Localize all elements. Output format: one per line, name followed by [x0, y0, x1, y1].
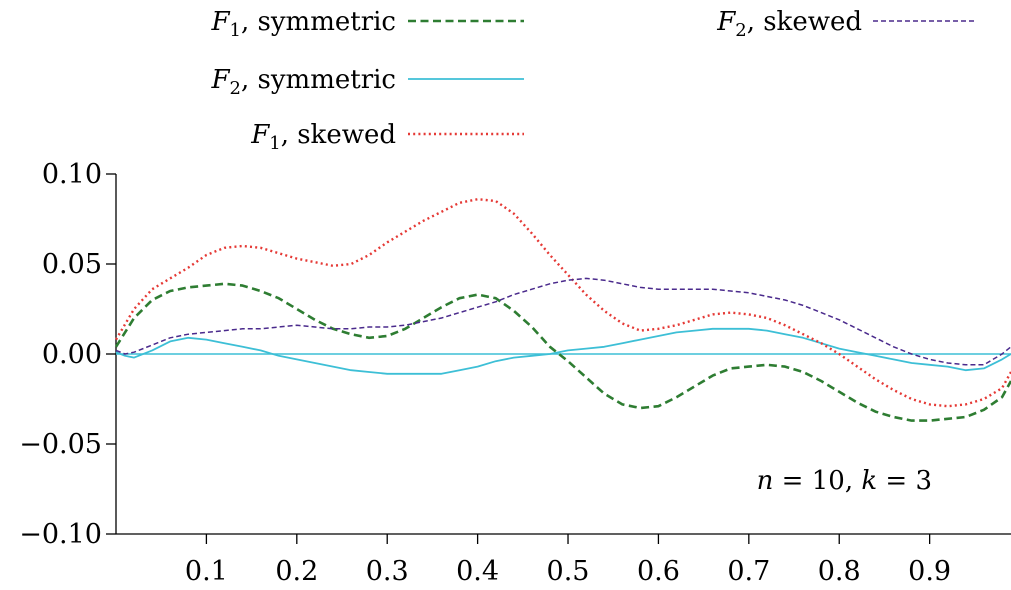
legend-label-0: F1, symmetric: [210, 7, 396, 41]
y-tick-label: 0.00: [42, 339, 102, 370]
legend-label-3: F2, skewed: [716, 7, 862, 41]
annotation-k-value: 3: [915, 466, 932, 496]
x-tick-label: 0.7: [727, 556, 770, 587]
annotation-n-value: 10: [812, 466, 845, 496]
annotation-equals: =: [773, 466, 811, 496]
legend-label-2: F1, skewed: [250, 120, 396, 154]
annotation-n-symbol: n: [757, 466, 774, 496]
series-line-3: [115, 277, 1011, 366]
annotation: n = 10, k = 3: [757, 466, 932, 496]
legend-label-1: F2, symmetric: [210, 65, 396, 99]
annotation-equals: =: [877, 466, 915, 496]
x-tick-label: 0.1: [185, 556, 228, 587]
y-tick-label: −0.05: [19, 429, 102, 460]
legend-label-rest: , skewed: [747, 7, 862, 37]
y-tick-label: 0.10: [42, 159, 102, 190]
axes: −0.10 −0.05 0.00 0.05 0.10 0.1 0.2 0.3 0.4 0.5 0.6…: [19, 159, 1011, 587]
x-tick-label: 0.9: [908, 556, 951, 587]
series-line-1: [115, 327, 1011, 375]
y-tick-label: 0.05: [42, 249, 102, 280]
legend-label-main: F: [250, 120, 270, 150]
legend-label-main: F: [210, 65, 230, 95]
x-tick-label: 0.4: [456, 556, 499, 587]
legend-label-rest: , skewed: [281, 120, 396, 150]
annotation-k-symbol: k: [861, 466, 877, 496]
legend-label-rest: , symmetric: [241, 7, 396, 37]
legend-label-sub: 1: [269, 133, 280, 154]
legend-label-rest: , symmetric: [241, 65, 396, 95]
series-line-0: [114, 282, 1011, 422]
legend-label-sub: 1: [230, 20, 241, 41]
legend-label-sub: 2: [230, 78, 241, 99]
x-tick-label: 0.3: [366, 556, 409, 587]
series-line-2: [114, 198, 1011, 408]
x-tick-label: 0.2: [275, 556, 318, 587]
x-tick-label: 0.5: [547, 556, 590, 587]
legend-label-main: F: [210, 7, 230, 37]
y-tick-label: −0.10: [19, 519, 102, 550]
x-tick-label: 0.6: [637, 556, 680, 587]
legend-label-sub: 2: [735, 20, 746, 41]
series-lines: [114, 198, 1011, 422]
legend-label-main: F: [716, 7, 736, 37]
annotation-text: n = 10, k = 3: [757, 466, 932, 496]
annotation-separator: ,: [845, 466, 862, 496]
x-tick-label: 0.8: [818, 556, 861, 587]
